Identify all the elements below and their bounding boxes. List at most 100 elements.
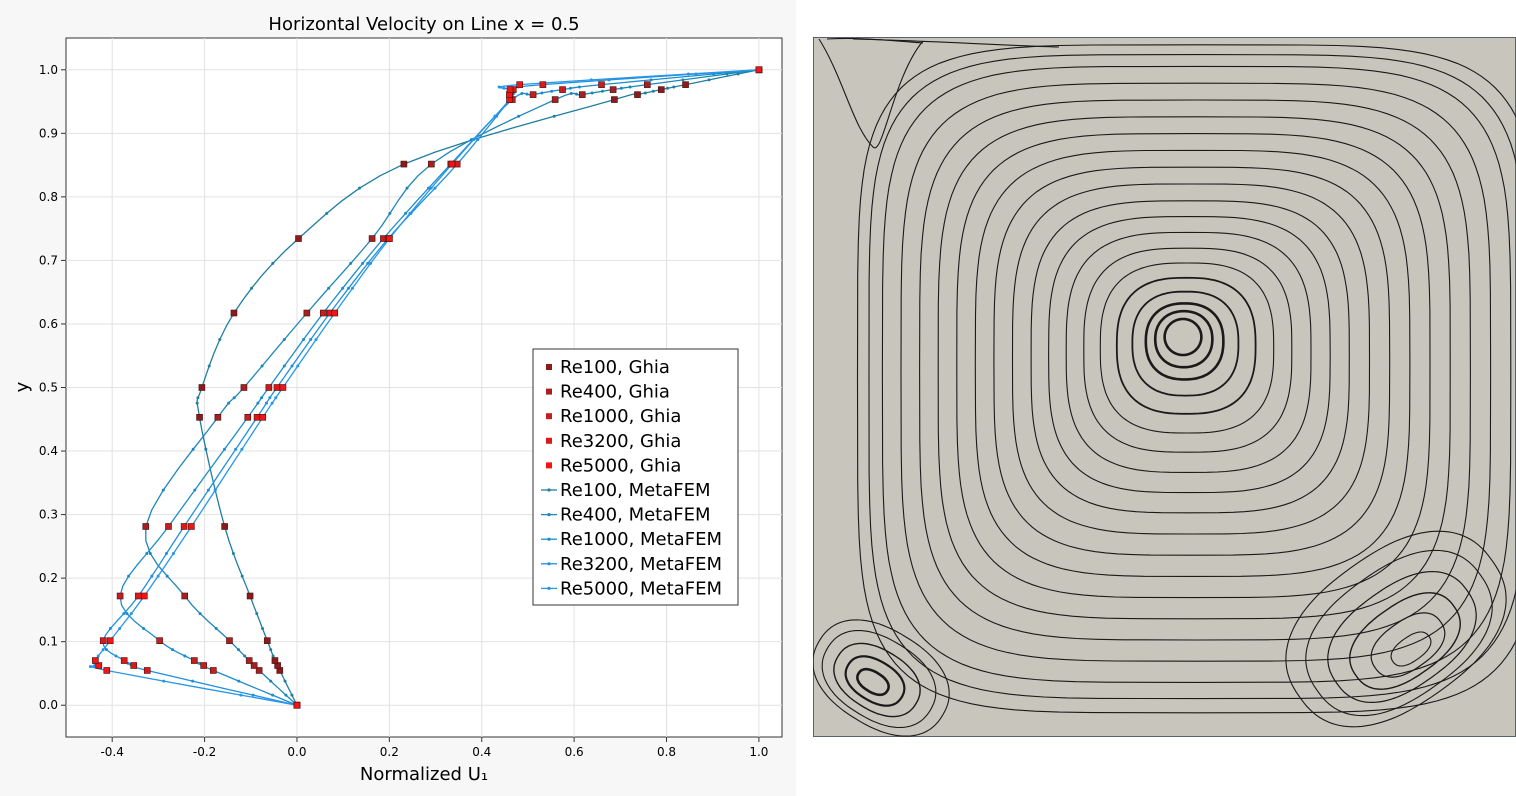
metafem-point: [568, 86, 572, 90]
metafem-point: [433, 186, 437, 190]
metafem-point: [366, 261, 370, 265]
ghia-marker: [303, 309, 311, 317]
streamline-plot: [812, 36, 1516, 738]
metafem-point: [517, 114, 521, 118]
metafem-point: [264, 401, 268, 405]
y-tick-label: 0.8: [39, 190, 58, 204]
metafem-point: [309, 338, 313, 342]
ghia-marker: [516, 81, 524, 88]
legend-label: Re100, Ghia: [560, 357, 670, 378]
metafem-point: [240, 574, 244, 578]
metafem-point: [232, 396, 236, 400]
metafem-point: [575, 92, 579, 96]
metafem-point: [388, 211, 392, 215]
primary-vortex-streamline: [1115, 276, 1257, 415]
metafem-point: [589, 78, 593, 82]
ghia-marker: [559, 86, 566, 93]
metafem-point: [525, 92, 529, 96]
metafem-point: [649, 78, 653, 82]
primary-vortex-streamline: [993, 166, 1391, 556]
metafem-point: [270, 401, 274, 405]
y-tick-label: 0.4: [39, 444, 58, 458]
metafem-point: [569, 92, 573, 96]
bottom-right-eddy-streamline: [1327, 570, 1477, 704]
bottom-right-eddy-streamline: [1349, 592, 1461, 690]
legend: Re100, Ghia Re400, Ghia Re1000, Ghia Re3200…: [532, 348, 739, 606]
ghia-marker: [130, 662, 138, 669]
chart-title: Horizontal Velocity on Line x = 0.5: [268, 14, 579, 35]
metafem-point: [204, 447, 208, 451]
metafem-point: [666, 86, 670, 90]
y-tick-label: 0.2: [39, 571, 58, 585]
legend-line-dot: [547, 488, 551, 492]
metafem-point: [260, 364, 264, 368]
ghia-marker: [271, 657, 279, 664]
legend-label: Re1000, MetaFEM: [560, 529, 722, 550]
metafem-point: [162, 679, 166, 683]
metafem-point: [101, 648, 105, 652]
bottom-left-eddy-streamline: [812, 619, 950, 737]
primary-vortex-streamline: [1099, 262, 1275, 434]
y-tick-label: 0.9: [39, 126, 58, 140]
ghia-marker: [539, 81, 547, 88]
legend-line-dot: [547, 562, 551, 566]
ghia-marker: [250, 662, 258, 669]
ghia-marker: [428, 160, 435, 168]
metafem-point: [150, 574, 154, 578]
primary-vortex-streamline: [1048, 216, 1331, 494]
x-tick-label: 0.0: [287, 745, 306, 759]
metafem-point: [577, 85, 581, 89]
metafem-point: [214, 627, 218, 631]
legend-line-dot: [547, 537, 551, 541]
metafem-point: [260, 396, 264, 400]
metafem-point: [165, 574, 169, 578]
ghia-marker: [551, 96, 559, 103]
x-tick-label: -0.4: [100, 745, 123, 759]
top-left-streamline: [852, 38, 1060, 48]
metafem-point: [161, 488, 165, 492]
metafem-point: [122, 612, 126, 616]
ghia-marker: [263, 637, 271, 644]
x-tick-label: 1.0: [749, 745, 768, 759]
metafem-point: [493, 114, 497, 118]
axes: -0.4 -0.2 0.0 0.2 0.4 0.6 0.8 1.0 0.0 0.1 0.2 0.3 0.…: [39, 63, 769, 759]
metafem-point: [250, 286, 254, 290]
legend-marker-swatch: [546, 388, 552, 395]
bottom-right-eddy-streamline: [1285, 530, 1507, 728]
metafem-point: [552, 114, 556, 118]
x-tick-label: 0.8: [657, 745, 676, 759]
metafem-point: [118, 627, 122, 631]
metafem-point: [96, 654, 100, 658]
metafem-point: [283, 679, 287, 683]
metafem-point: [282, 364, 286, 368]
metafem-point: [520, 92, 524, 96]
metafem-point: [672, 85, 676, 89]
y-tick-label: 0.7: [39, 253, 58, 267]
primary-vortex-streamline: [1083, 247, 1293, 453]
ghia-marker: [293, 701, 301, 709]
legend-label: Re5000, MetaFEM: [560, 578, 722, 599]
ghia-marker: [106, 637, 114, 644]
metafem-point: [619, 86, 623, 90]
ghia-marker: [99, 637, 107, 644]
ghia-marker: [191, 657, 198, 664]
ghia-marker: [368, 235, 376, 242]
ghia-marker: [188, 523, 195, 530]
primary-vortex-streamline: [937, 116, 1451, 620]
metafem-point: [296, 364, 300, 368]
x-tick-label: 0.4: [472, 745, 491, 759]
bottom-right-eddy-streamline: [1305, 549, 1493, 717]
legend-label: Re400, MetaFEM: [560, 505, 711, 526]
ghia-marker: [181, 592, 189, 600]
primary-vortex-streamline: [1163, 317, 1203, 357]
metafem-point: [271, 261, 275, 265]
metafem-point: [92, 664, 96, 668]
legend-marker-swatch: [546, 462, 552, 469]
ghia-marker: [609, 86, 617, 93]
legend-label: Re400, Ghia: [560, 382, 670, 403]
metafem-point: [231, 552, 235, 556]
ghia-marker: [210, 667, 217, 674]
metafem-point: [472, 138, 476, 142]
ghia-marker: [246, 592, 254, 600]
ghia-marker: [295, 235, 302, 242]
